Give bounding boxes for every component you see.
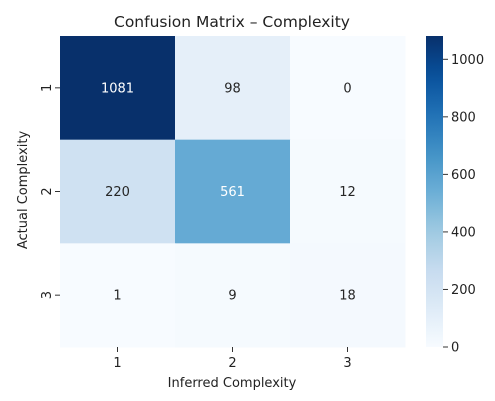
cell-value-labels: 1081 98 0 220 561 12 1 9 18 (101, 81, 356, 303)
x-tick-label: 1 (113, 356, 121, 371)
chart-title: Confusion Matrix – Complexity (114, 13, 350, 31)
x-tick-label: 3 (343, 356, 351, 371)
colorbar-tick-label: 200 (451, 283, 476, 298)
cell-value-label: 1081 (101, 81, 134, 96)
heatmap-cell (60, 139, 176, 244)
cell-value-label: 12 (339, 185, 356, 200)
x-axis-label: Inferred Complexity (168, 376, 297, 391)
cell-value-label: 9 (228, 289, 236, 304)
y-axis-label: Actual Complexity (16, 131, 31, 250)
heatmap-cell (175, 243, 291, 348)
colorbar-ticks: 0 200 400 600 800 1000 (443, 53, 484, 356)
cell-value-label: 220 (105, 185, 130, 200)
colorbar-tick-label: 1000 (451, 53, 484, 68)
cell-value-label: 0 (343, 81, 351, 96)
colorbar-tick-label: 800 (451, 110, 476, 125)
heatmap-cell (175, 36, 291, 141)
cell-value-label: 18 (339, 289, 356, 304)
heatmap-cell (175, 139, 291, 244)
x-tick-label: 2 (228, 356, 236, 371)
cell-value-label: 98 (224, 81, 241, 96)
y-tick-label: 1 (40, 84, 55, 92)
y-tick-label: 3 (40, 291, 55, 299)
heatmap-cell (60, 36, 176, 141)
y-axis-ticks: 1 2 3 (40, 84, 60, 299)
heatmap-cells (60, 36, 406, 348)
colorbar (426, 36, 443, 347)
cell-value-label: 1 (113, 289, 121, 304)
x-axis-ticks: 1 2 3 (113, 347, 352, 371)
colorbar-tick-label: 600 (451, 168, 476, 183)
cell-value-label: 561 (220, 185, 245, 200)
heatmap-cell (290, 36, 406, 141)
heatmap-cell (60, 243, 176, 348)
colorbar-tick-label: 0 (451, 341, 459, 356)
colorbar-tick-label: 400 (451, 225, 476, 240)
y-tick-label: 2 (40, 187, 55, 195)
heatmap-cell (290, 243, 406, 348)
heatmap-cell (290, 139, 406, 244)
